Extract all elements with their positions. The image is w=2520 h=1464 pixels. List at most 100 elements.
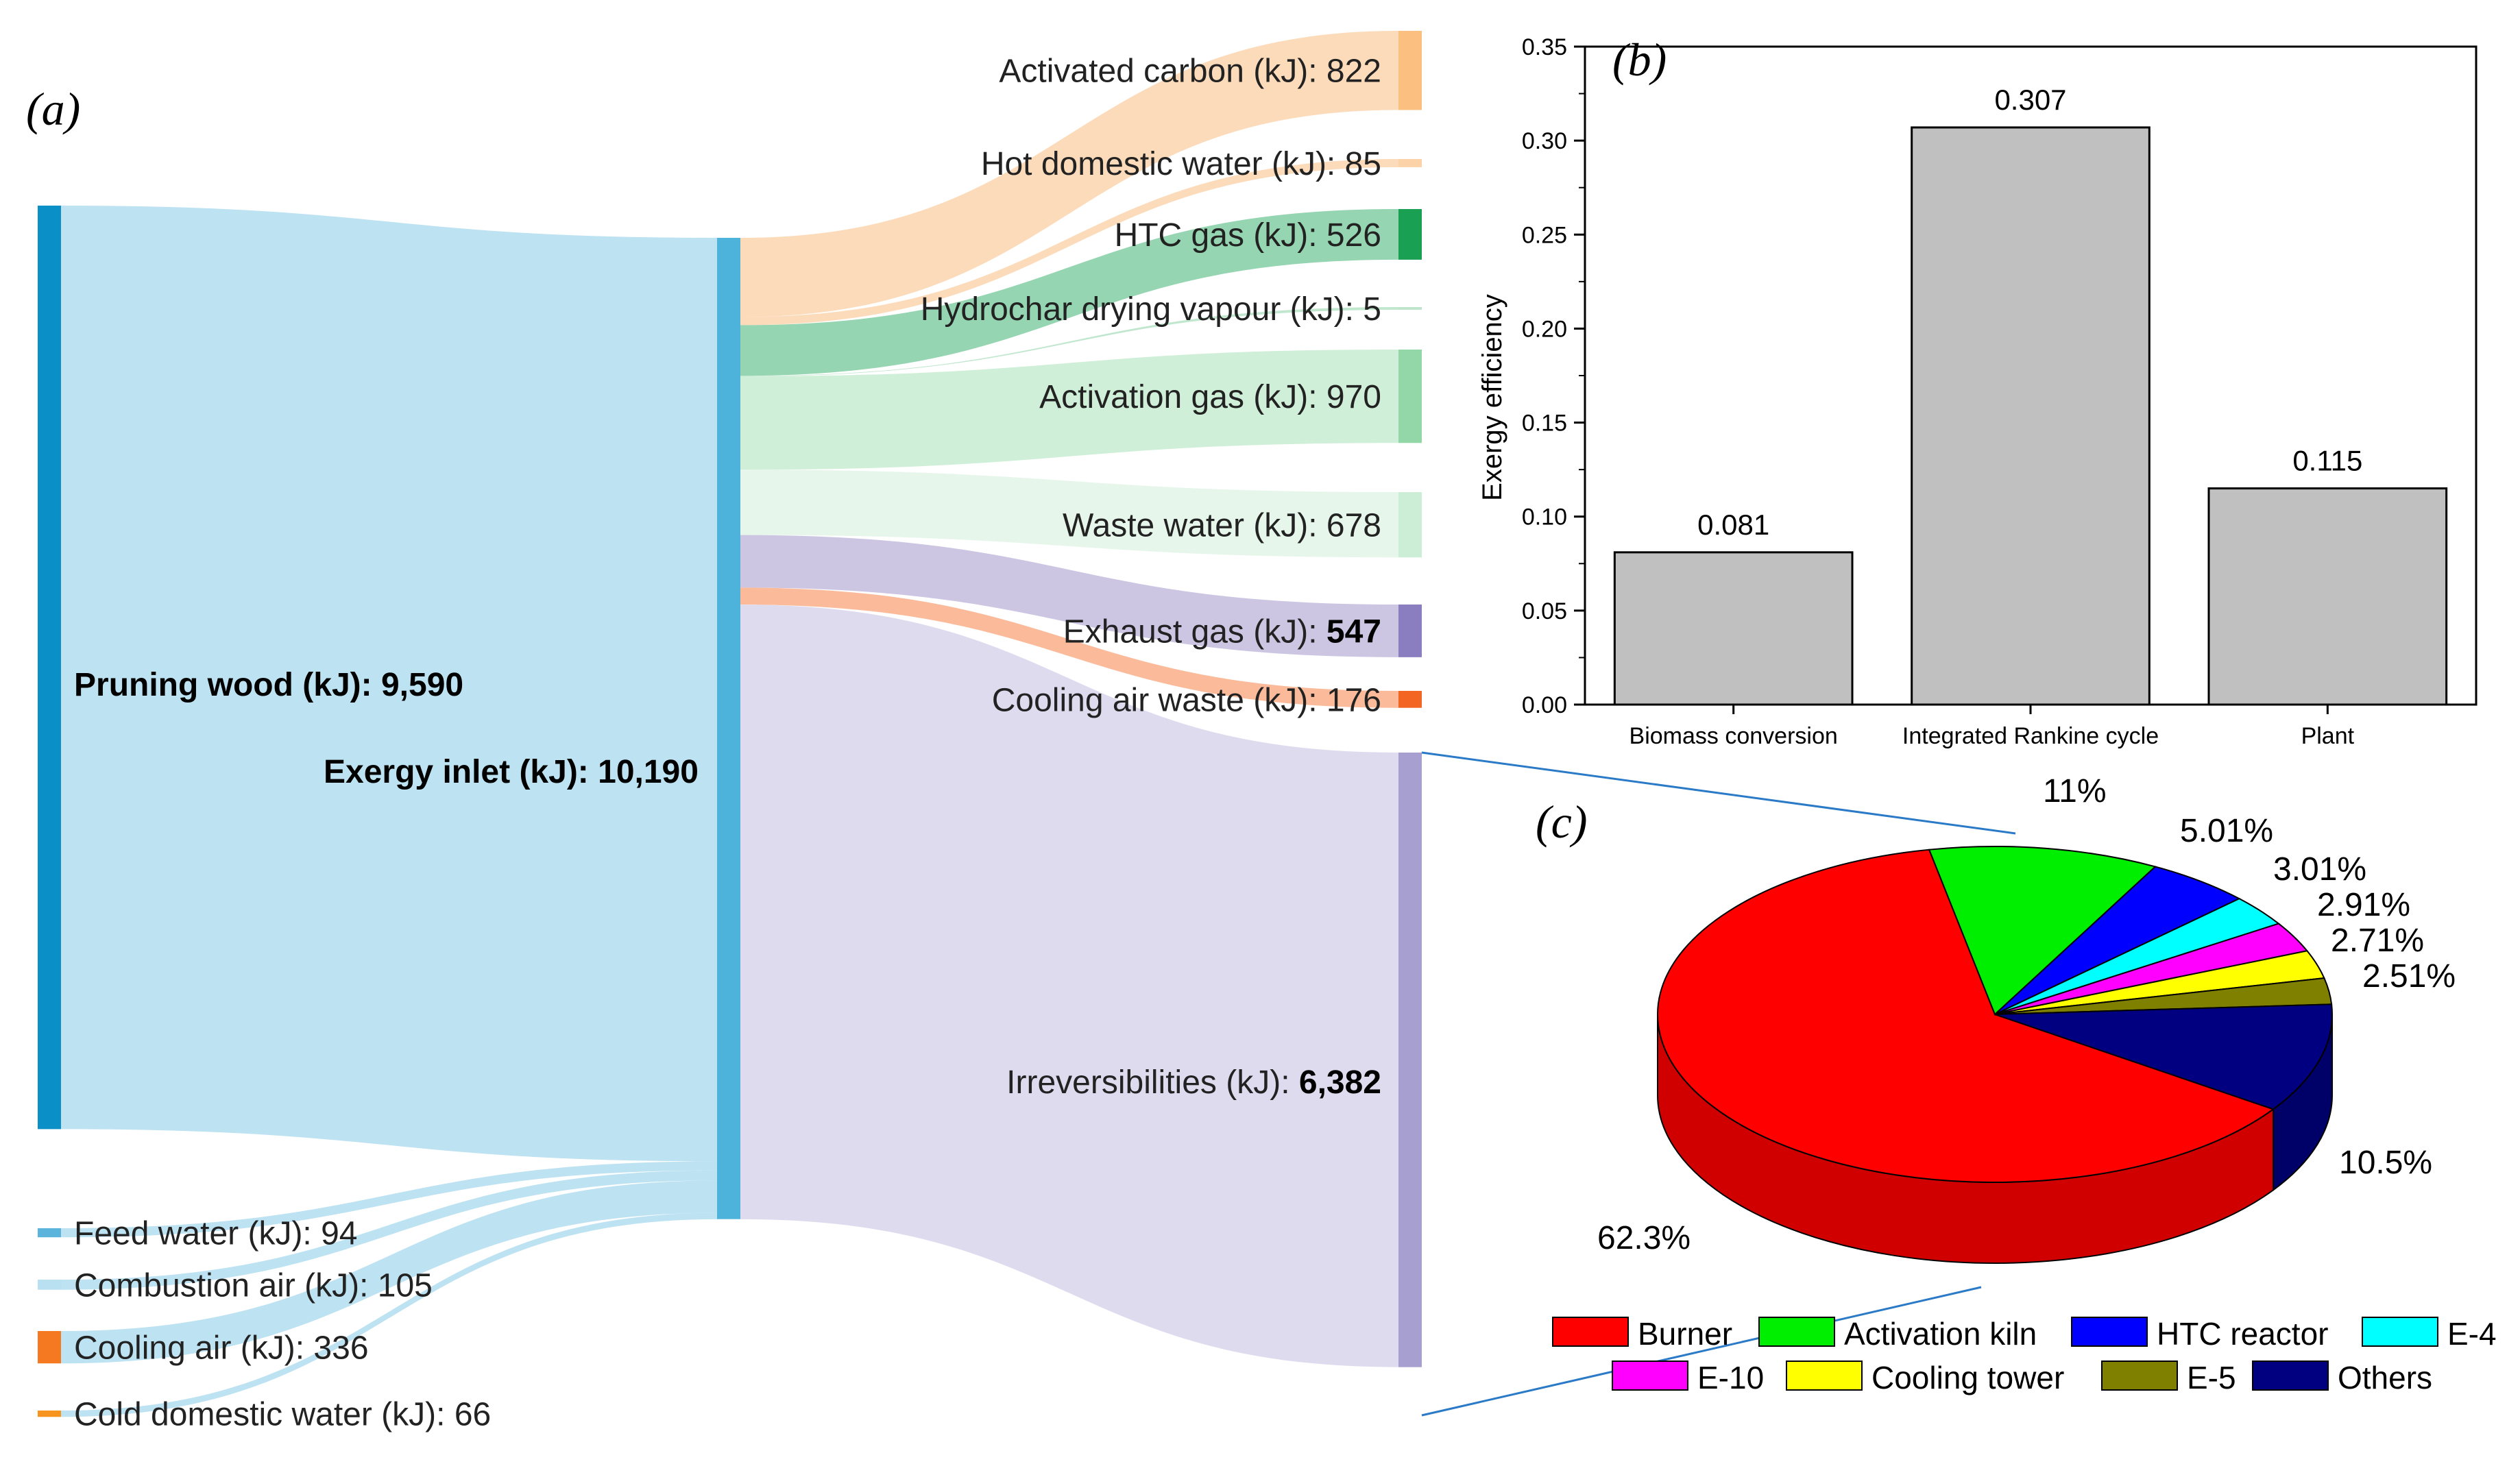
panel-b-label: (b) xyxy=(1612,34,1667,86)
sankey-label-htc-gas: HTC gas (kJ): 526 xyxy=(1115,217,1381,254)
y-tick-label: 0.35 xyxy=(1522,34,1567,60)
legend-swatch-e-10 xyxy=(1612,1361,1688,1391)
bar-chart: 0.00 0.05 0.10 0.15 0.20 0.25 0.30 0.35 Biomass … xyxy=(1477,34,2477,749)
sankey-label-pruning-wood: Pruning wood (kJ): 9,590 xyxy=(74,667,463,703)
sankey-flow-combustion-air xyxy=(61,1170,717,1290)
sankey-flow-cooling-air-waste xyxy=(740,587,1398,708)
bar-value-label: 0.115 xyxy=(2292,445,2362,477)
pie-slice-others xyxy=(1994,1003,2333,1110)
y-tick-label: 0.30 xyxy=(1522,128,1567,154)
sankey-node-feed-water xyxy=(38,1228,61,1238)
sankey-node-waste-water xyxy=(1398,492,1422,558)
bar-value-label: 0.081 xyxy=(1697,509,1769,541)
sankey-label-activation-gas: Activation gas (kJ): 970 xyxy=(1039,379,1381,415)
pie-slice-activation-kiln xyxy=(1928,846,2157,1016)
panel-c-label: (c) xyxy=(1536,796,1587,848)
sankey-label-exergy-inlet: Exergy inlet (kJ): 10,190 xyxy=(324,754,699,790)
bar-integrated-rankine-cycle xyxy=(1911,126,2151,706)
bar-chart-bars: 0.081 0.307 0.115 xyxy=(1613,84,2448,706)
legend-label-activation-kiln: Activation kiln xyxy=(1844,1316,2037,1352)
sankey-node-activation-gas xyxy=(1398,350,1422,443)
pie-slice-htc-reactor xyxy=(1994,866,2241,1015)
pie-label-others: 10.5% xyxy=(2339,1145,2432,1181)
connector-line-bottom xyxy=(1421,1286,1982,1417)
y-tick-label: 0.15 xyxy=(1522,411,1567,437)
panel-a-label: (a) xyxy=(26,83,80,135)
sankey-label-hot-domestic-water: Hot domestic water (kJ): 85 xyxy=(981,146,1381,182)
sankey-label-feed-water: Feed water (kJ): 94 xyxy=(74,1216,357,1252)
sankey-node-htc-gas xyxy=(1398,209,1422,260)
sankey-label-hydrochar-drying-vapour: Hydrochar drying vapour (kJ): 5 xyxy=(921,291,1381,328)
sankey-flow-waste-water xyxy=(740,469,1398,558)
sankey-label-activated-carbon: Activated carbon (kJ): 822 xyxy=(999,53,1381,90)
sankey-label-exhaust-gas: Exhaust gas (kJ): 547 xyxy=(1063,613,1381,650)
sankey-label-cold-domestic-water: Cold domestic water (kJ): 66 xyxy=(74,1397,491,1433)
sankey-node-cooling-air-waste xyxy=(1398,691,1422,708)
sankey-node-hot-domestic-water xyxy=(1398,159,1422,167)
sankey-node-irreversibilities xyxy=(1398,753,1422,1367)
pie-label-burner: 62.3% xyxy=(1597,1220,1691,1256)
pie-chart: 62.3% 11% 5.01%3.01%2.91%2.71%2.51% 10.5% B… xyxy=(1421,751,2497,1417)
pie-slice-burner xyxy=(1657,849,2275,1183)
y-tick-label: 0.10 xyxy=(1522,504,1567,530)
sankey-flow-htc-gas xyxy=(740,209,1398,376)
sankey-flow-cooling-air xyxy=(61,1180,717,1364)
y-tick-label: 0.20 xyxy=(1522,316,1567,342)
sankey-label-cooling-air: Cooling air (kJ): 336 xyxy=(74,1330,369,1367)
bar-biomass-conversion xyxy=(1613,551,1854,706)
pie-legend: Burner Activation kiln HTC reactor E-4 E-10 C… xyxy=(1552,1316,2497,1395)
sankey-label-value: 547 xyxy=(1326,613,1381,650)
sankey-label-prefix: Exhaust gas (kJ): xyxy=(1063,613,1326,650)
sankey-node-pruning-wood xyxy=(38,206,61,1130)
sankey-node-exhaust-gas xyxy=(1398,605,1422,657)
y-tick-label: 0.05 xyxy=(1522,598,1567,624)
sankey-node-cold-domestic-water xyxy=(38,1411,61,1417)
connector-line-top xyxy=(1421,751,2016,835)
pie-label-activation-kiln: 11% xyxy=(2043,773,2107,809)
pie-label-e-4: 3.01% xyxy=(2273,851,2366,888)
sankey-label-combustion-air: Combustion air (kJ): 105 xyxy=(74,1267,433,1304)
sankey-flow-activation-gas xyxy=(740,350,1398,470)
pie-percent-labels: 62.3% 11% 5.01%3.01%2.91%2.71%2.51% 10.5% xyxy=(1597,773,2456,1256)
bar-value-label: 0.307 xyxy=(1994,84,2066,116)
sankey-node-hydrochar-drying-vapour xyxy=(1398,307,1422,310)
legend-swatch-activation-kiln xyxy=(1758,1317,1835,1347)
bar-plant xyxy=(2207,487,2448,706)
legend-label-burner: Burner xyxy=(1638,1316,1732,1352)
x-tick-label: Plant xyxy=(2301,723,2355,749)
legend-label-cooling-tower: Cooling tower xyxy=(1871,1360,2064,1395)
pie-top-slices xyxy=(1657,846,2333,1183)
sankey-label-irreversibilities: Irreversibilities (kJ): 6,382 xyxy=(1006,1064,1381,1101)
sankey-flow-cold-domestic-water xyxy=(61,1212,717,1417)
legend-label-htc-reactor: HTC reactor xyxy=(2157,1316,2328,1352)
pie-label-e-10: 2.91% xyxy=(2317,887,2410,923)
pie-connector-lines xyxy=(1421,751,2016,1417)
sankey-flow-feed-water xyxy=(61,1161,717,1238)
sankey-flow-hot-domestic-water xyxy=(740,159,1398,326)
legend-swatch-burner xyxy=(1552,1317,1629,1347)
sankey-label-waste-water: Waste water (kJ): 678 xyxy=(1063,508,1381,544)
legend-label-e-4: E-4 xyxy=(2447,1316,2497,1352)
y-tick-label: 0.25 xyxy=(1522,222,1567,248)
sankey-label-value: 6,382 xyxy=(1299,1064,1381,1101)
x-tick-label: Biomass conversion xyxy=(1629,723,1838,749)
bar-chart-axes: 0.00 0.05 0.10 0.15 0.20 0.25 0.30 0.35 Biomass … xyxy=(1522,34,2477,749)
legend-label-e-5: E-5 xyxy=(2187,1360,2236,1395)
legend-swatch-others xyxy=(2252,1361,2329,1391)
sankey-flows xyxy=(61,31,1398,1417)
sankey-label-prefix: Irreversibilities (kJ): xyxy=(1006,1064,1299,1101)
sankey-diagram: Pruning wood (kJ): 9,590 Feed water (kJ):… xyxy=(38,31,1422,1433)
sankey-nodes xyxy=(38,31,1422,1417)
sankey-node-exergy-inlet xyxy=(717,238,740,1219)
sankey-labels: Pruning wood (kJ): 9,590 Feed water (kJ):… xyxy=(74,53,1381,1433)
legend-label-others: Others xyxy=(2338,1360,2432,1395)
x-tick-label: Integrated Rankine cycle xyxy=(1902,723,2159,749)
pie-label-cooling-tower: 2.71% xyxy=(2331,923,2424,959)
sankey-flow-pruning-wood xyxy=(61,206,717,1162)
sankey-flow-irreversibilities xyxy=(740,605,1398,1367)
sankey-node-combustion-air xyxy=(38,1280,61,1290)
pie-label-htc-reactor: 5.01% xyxy=(2180,813,2273,849)
sankey-flow-exhaust-gas xyxy=(740,535,1398,657)
y-tick-label: 0.00 xyxy=(1522,692,1567,718)
